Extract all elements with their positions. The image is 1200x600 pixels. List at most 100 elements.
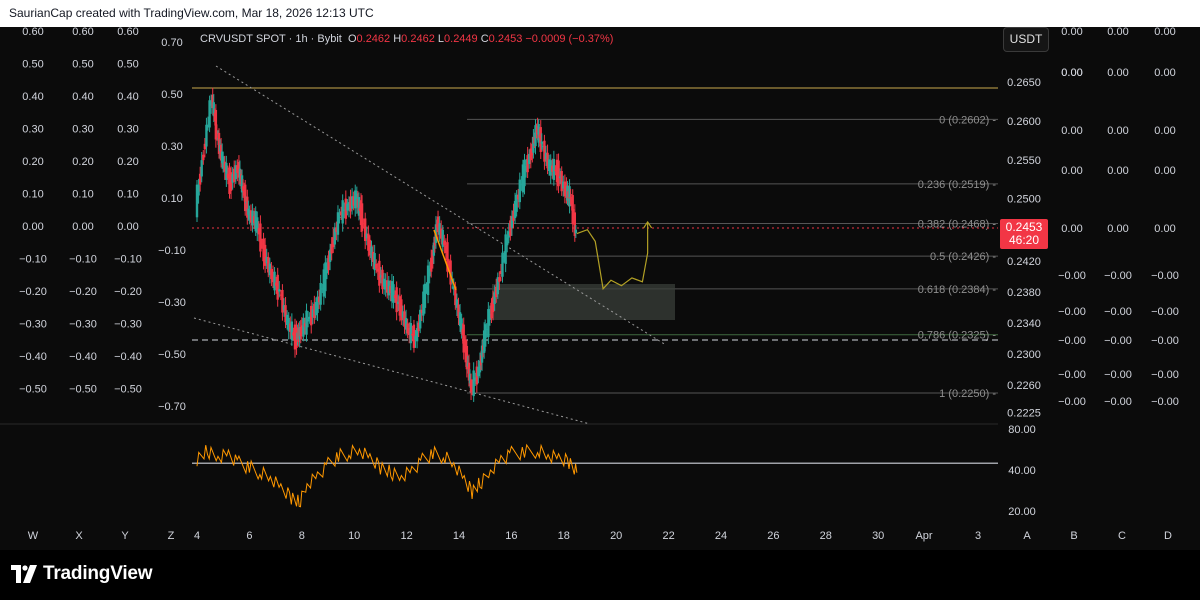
candle-body — [284, 305, 287, 323]
date-axis-tick: 4 — [194, 530, 200, 542]
candle-body — [287, 317, 290, 332]
pane-letter: Y — [121, 530, 129, 542]
legend-symbol: CRVUSDT SPOT · 1h · Bybit — [200, 33, 342, 45]
price-axis-tick: 0.2550 — [1007, 155, 1041, 167]
date-axis-tick: 14 — [453, 530, 465, 542]
left-grid-label: 0.40 — [22, 91, 43, 103]
date-axis-tick: 30 — [872, 530, 884, 542]
left-grid-label: 0.50 — [117, 59, 138, 71]
right-grid-label: 0.00 — [1154, 223, 1175, 235]
candle-body — [544, 152, 548, 159]
left-grid-label: 0.40 — [72, 91, 93, 103]
candle-body — [382, 278, 386, 287]
tradingview-logo[interactable]: TradingView — [11, 563, 153, 585]
candle-body — [458, 312, 462, 327]
candle-body — [349, 196, 352, 212]
candle-body — [274, 282, 278, 286]
chart-legend: CRVUSDT SPOT · 1h · Bybit O0.2462 H0.246… — [200, 33, 613, 45]
candle-body — [249, 210, 253, 223]
candle-body — [260, 243, 264, 245]
candle-body — [415, 328, 419, 342]
candle-body — [573, 212, 577, 237]
candle-body — [223, 161, 226, 172]
candle-body — [263, 244, 267, 266]
candle-body — [491, 296, 495, 313]
left-grid-label: 0.20 — [22, 156, 43, 168]
candle-body — [546, 152, 549, 169]
candle-body — [390, 281, 394, 302]
legend-h-label: H — [390, 33, 401, 45]
left-grid-label: −0.10 — [114, 254, 142, 266]
candle-body — [203, 143, 207, 150]
candle-body — [571, 195, 574, 225]
pane-letter: W — [28, 530, 39, 542]
left-grid-label: 0.50 — [22, 59, 43, 71]
price-axis-tick: 0.2340 — [1007, 318, 1041, 330]
upper-trendline — [215, 65, 667, 346]
candle-body — [322, 269, 326, 297]
candle-body — [267, 256, 270, 273]
right-grid-label: −0.00 — [1104, 270, 1132, 282]
candle-body — [460, 318, 463, 334]
candle-body — [426, 265, 430, 296]
candle-body — [524, 165, 528, 171]
right-grid-label: 0.00 — [1061, 165, 1082, 177]
price-axis-tick: 0.2260 — [1007, 380, 1041, 392]
candle-body — [401, 311, 405, 318]
right-grid-label: −0.00 — [1058, 306, 1086, 318]
last-price-countdown: 46:20 — [1008, 233, 1040, 247]
left-grid-label: 0.00 — [117, 221, 138, 233]
candle-body — [290, 321, 294, 341]
candle-body — [515, 194, 518, 212]
candle-body — [376, 268, 379, 272]
right-grid-label: −0.00 — [1104, 369, 1132, 381]
right-grid-label: −0.00 — [1104, 396, 1132, 408]
candle-body — [248, 210, 251, 220]
candle-body — [321, 288, 324, 290]
right-grid-label: −0.00 — [1058, 270, 1086, 282]
candle-body — [198, 173, 202, 185]
candle-body — [278, 289, 281, 292]
candle-body — [493, 292, 496, 304]
candle-body — [308, 316, 311, 320]
left-grid-label: −0.50 — [69, 384, 97, 396]
candle-body — [381, 269, 384, 290]
candle-body — [350, 196, 354, 209]
legend-c-label: C — [478, 33, 489, 45]
candle-body — [457, 304, 460, 318]
candle-body — [523, 159, 526, 187]
right-grid-label: 0.00 — [1154, 67, 1175, 79]
candle-body — [206, 124, 210, 126]
left-grid-label: −0.20 — [19, 286, 47, 298]
candle-body — [246, 196, 249, 218]
right-grid-label: 0.00 — [1061, 67, 1082, 79]
candle-body — [454, 286, 457, 306]
candle-body — [455, 299, 459, 308]
candle-body — [214, 109, 218, 140]
right-grid-label: 0.00 — [1061, 67, 1082, 79]
candle-body — [552, 158, 556, 180]
candle-body — [211, 94, 214, 109]
candle-body — [465, 345, 469, 370]
legend-low: 0.2449 — [444, 33, 478, 45]
candle-body — [289, 323, 292, 332]
candle-body — [324, 262, 327, 292]
candle-body — [526, 155, 529, 173]
tradingview-logo-icon — [11, 565, 37, 583]
candle-body — [475, 366, 479, 385]
currency-button[interactable]: USDT — [1003, 27, 1049, 52]
left-grid-label: −0.30 — [69, 319, 97, 331]
candle-body — [316, 296, 319, 313]
candle-body — [452, 286, 455, 290]
lower-trendline — [193, 317, 591, 425]
right-grid-label: −0.00 — [1151, 396, 1179, 408]
right-grid-label: −0.00 — [1058, 396, 1086, 408]
last-price-tag: 0.2453 46:20 — [1000, 219, 1048, 249]
left-grid-label: −0.40 — [114, 351, 142, 363]
candle-body — [419, 309, 422, 329]
candle-body — [501, 252, 504, 277]
fib-level-label: 0.5 (0.2426) - — [930, 251, 996, 263]
candle-body — [422, 291, 425, 316]
candle-body — [432, 242, 436, 256]
